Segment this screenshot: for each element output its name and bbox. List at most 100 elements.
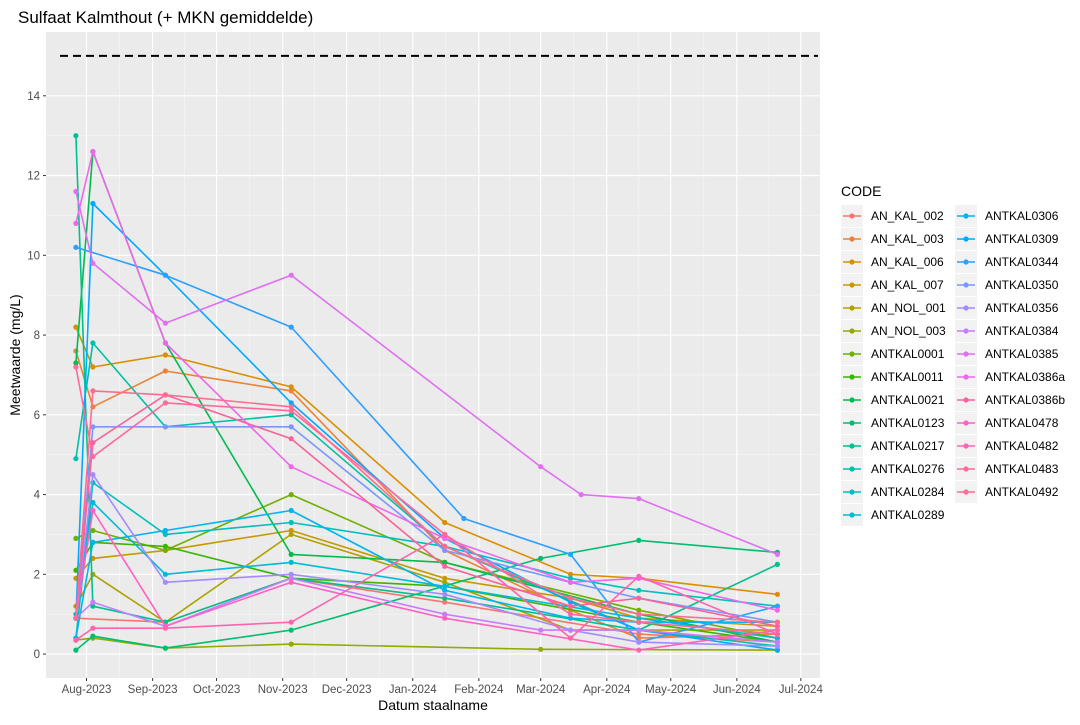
data-point <box>567 595 574 601</box>
legend-key-point <box>849 351 855 357</box>
series-line <box>75 425 778 623</box>
legend-key-point <box>849 236 855 242</box>
data-point <box>442 543 448 550</box>
data-point <box>162 625 168 631</box>
data-point <box>538 627 544 633</box>
data-point <box>73 647 79 653</box>
data-point <box>90 200 96 207</box>
legend-label: AN_KAL_003 <box>871 232 944 246</box>
legend-item: ANTKAL0483 <box>955 458 1059 480</box>
data-point <box>636 587 642 593</box>
data-point <box>90 440 96 446</box>
y-tick-label: 0 <box>34 649 40 661</box>
data-point <box>90 149 96 155</box>
data-point <box>636 631 642 637</box>
series-line <box>75 202 778 651</box>
legend-key-point <box>849 443 855 449</box>
data-point <box>90 364 96 370</box>
legend-label: ANTKAL0309 <box>985 232 1059 246</box>
series-line <box>75 390 778 623</box>
data-point <box>162 340 168 346</box>
legend: CODE AN_KAL_002 AN_KAL_003 AN_KAL_006 AN_KA… <box>841 183 1065 526</box>
chart-title: Sulfaat Kalmthout (+ MKN gemiddelde) <box>18 8 313 27</box>
legend-key-point <box>963 305 969 311</box>
data-point <box>442 587 448 593</box>
data-point <box>162 531 168 538</box>
data-point <box>774 635 781 641</box>
data-point <box>774 623 781 629</box>
legend-label: ANTKAL0478 <box>985 416 1059 430</box>
x-tick-label: Nov-2023 <box>258 684 308 696</box>
data-point <box>162 571 168 577</box>
data-point <box>162 272 168 278</box>
legend-item: AN_KAL_003 <box>841 228 944 250</box>
data-point <box>162 392 168 398</box>
data-point <box>636 627 642 633</box>
data-point <box>774 607 781 613</box>
legend-label: ANTKAL0001 <box>871 347 945 361</box>
data-point <box>442 547 448 554</box>
legend-label: ANTKAL0344 <box>985 255 1059 269</box>
legend-item: ANTKAL0001 <box>841 343 945 365</box>
data-point <box>442 583 448 589</box>
data-point <box>774 631 781 637</box>
x-tick-label: Jun-2024 <box>713 684 762 696</box>
legend-item: AN_KAL_007 <box>841 274 944 296</box>
legend-item: ANTKAL0384 <box>955 320 1059 342</box>
y-tick-label: 12 <box>27 171 40 183</box>
legend-key-point <box>849 259 855 265</box>
legend-item: AN_NOL_003 <box>841 320 946 342</box>
data-point <box>774 639 781 645</box>
data-point <box>567 611 574 617</box>
data-point <box>442 591 448 597</box>
data-point <box>288 412 294 418</box>
data-point <box>288 551 294 558</box>
x-tick-label: Sep-2023 <box>128 684 178 696</box>
data-point <box>288 575 294 581</box>
legend-label: AN_NOL_003 <box>871 324 946 338</box>
series-line <box>75 529 778 627</box>
legend-key-point <box>963 282 969 288</box>
data-point <box>90 603 96 609</box>
data-point <box>90 388 96 394</box>
data-point <box>288 571 294 577</box>
data-point <box>162 527 168 534</box>
x-tick-label: Aug-2023 <box>62 684 112 696</box>
legend-key-point <box>963 489 969 495</box>
legend-item: AN_KAL_006 <box>841 251 944 273</box>
x-tick-label: Jan-2024 <box>389 684 438 696</box>
axis-layer: 0 2 4 6 8 10 12 14 Aug-2023 Sep-2023 Oct-2023 Nov-2… <box>27 91 823 696</box>
data-point <box>567 579 574 585</box>
data-point <box>90 539 96 546</box>
data-point <box>636 573 642 579</box>
legend-label: ANTKAL0384 <box>985 324 1059 338</box>
data-point <box>73 133 79 139</box>
legend-label: ANTKAL0483 <box>985 462 1059 476</box>
data-point <box>567 571 574 577</box>
series-line <box>75 191 778 556</box>
x-axis-title: Datum staalname <box>378 697 488 713</box>
data-point <box>538 646 544 652</box>
data-point <box>636 615 642 621</box>
series-antkal0385 <box>73 188 781 558</box>
data-point <box>288 384 294 390</box>
legend-key-point <box>849 305 855 311</box>
series-antkal0492 <box>73 388 781 625</box>
data-point <box>90 625 96 631</box>
data-point <box>90 472 96 478</box>
data-point <box>538 464 544 470</box>
data-point <box>90 499 96 506</box>
data-point <box>288 464 294 470</box>
data-point <box>567 603 574 609</box>
data-point <box>774 591 781 597</box>
legend-item: ANTKAL0492 <box>955 481 1059 503</box>
data-point <box>90 527 96 534</box>
data-point <box>442 531 448 538</box>
data-point <box>636 639 642 645</box>
data-point <box>162 547 168 554</box>
series-line <box>75 394 778 627</box>
data-point <box>288 627 294 633</box>
data-point <box>288 531 294 538</box>
legend-item: ANTKAL0386b <box>955 389 1065 411</box>
data-point <box>288 400 294 406</box>
